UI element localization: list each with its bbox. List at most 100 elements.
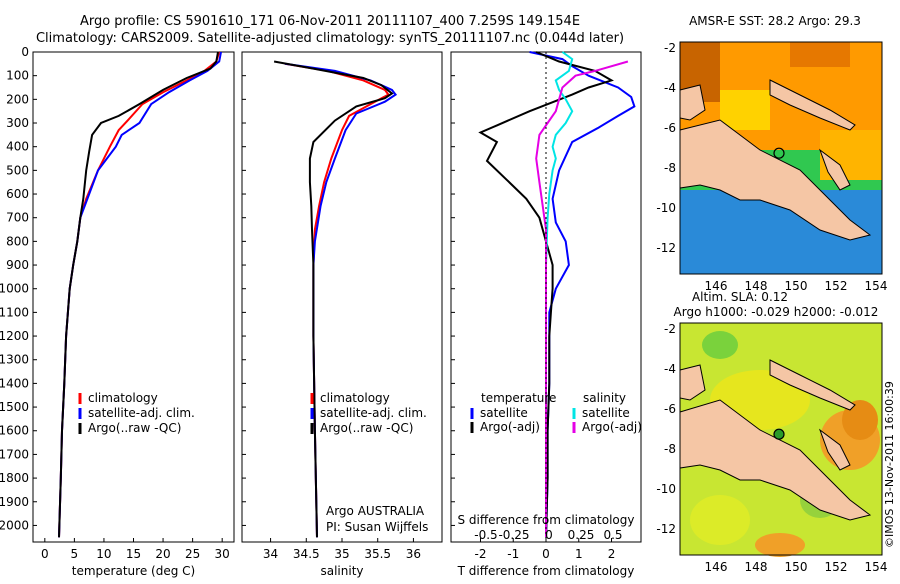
s-tick-label: 0.25	[568, 528, 595, 542]
map-y-tick-label: -2	[664, 322, 676, 336]
map-y-tick-label: -12	[656, 241, 676, 255]
y-tick-label: 1700	[0, 447, 29, 461]
x-tick-label: 0	[542, 547, 550, 561]
y-tick-label: 700	[6, 211, 29, 225]
y-tick-label: 900	[6, 258, 29, 272]
map-x-tick-label: 150	[785, 279, 808, 293]
legend-label: satellite	[582, 406, 630, 420]
y-tick-label: 0	[21, 45, 29, 59]
sla-map-title: Altim. SLA: 0.12	[692, 290, 788, 304]
y-tick-label: 1100	[0, 305, 29, 319]
y-tick-label: 1000	[0, 282, 29, 296]
map-y-tick-label: -10	[656, 482, 676, 496]
y-tick-label: 1900	[0, 495, 29, 509]
legend-label: Argo(-adj)	[582, 420, 642, 434]
y-tick-label: 300	[6, 116, 29, 130]
x-tick-label: 25	[185, 547, 200, 561]
institution-label: Argo AUSTRALIA	[326, 504, 425, 518]
y-tick-label: 1600	[0, 424, 29, 438]
map-y-tick-label: -6	[664, 402, 676, 416]
sla-map	[679, 323, 882, 557]
legend-header-salinity: salinity	[583, 391, 626, 405]
series-line	[478, 51, 614, 538]
sst-map	[679, 42, 882, 274]
argo-location-marker	[773, 428, 785, 440]
map-frame	[679, 41, 883, 275]
x-tick-label: 2	[608, 547, 616, 561]
map-x-tick-label: 152	[825, 560, 848, 574]
sla-map-axes: 146 148 150 152 154 -2 -4 -6 -8 -10 -12 Altim. SLA:…	[656, 290, 887, 574]
map-y-tick-label: -10	[656, 201, 676, 215]
copyright-text: ©IMOS 13-Nov-2011 16:00:39	[883, 381, 896, 548]
legend-label: climatology	[88, 391, 158, 405]
y-tick-label: 600	[6, 187, 29, 201]
legend-label: satellite	[480, 406, 528, 420]
map-x-tick-label: 150	[785, 560, 808, 574]
s-tick-label: -0.25	[498, 528, 529, 542]
sst-map-title: AMSR-E SST: 28.2 Argo: 29.3	[689, 14, 861, 28]
map-x-tick-label: 152	[825, 279, 848, 293]
series-line	[284, 62, 390, 538]
legend-label: satellite-adj. clim.	[88, 406, 195, 420]
y-tick-label: 1800	[0, 471, 29, 485]
map-y-tick-label: -6	[664, 121, 676, 135]
x-tick-label: -1	[507, 547, 519, 561]
legend-label: satellite-adj. clim.	[320, 406, 427, 420]
map-y-tick-label: -8	[664, 442, 676, 456]
x-axis-label: T difference from climatology	[457, 564, 635, 578]
y-tick-label: 200	[6, 92, 29, 106]
x-tick-label: 20	[155, 547, 170, 561]
x-tick-label: 35	[334, 547, 349, 561]
y-tick-label: 1300	[0, 353, 29, 367]
series-line	[58, 51, 219, 538]
map-x-tick-label: 148	[745, 279, 768, 293]
x-tick-label: 15	[126, 547, 141, 561]
x-tick-label: 1	[575, 547, 583, 561]
map-frame	[679, 322, 883, 556]
x-axis-label: salinity	[320, 564, 363, 578]
legend-header-temperature: temperature	[481, 391, 556, 405]
map-y-tick-label: -8	[664, 161, 676, 175]
x-tick-label: 10	[96, 547, 111, 561]
legend-label: Argo(..raw -QC)	[320, 421, 413, 435]
series-line	[58, 51, 221, 538]
x-tick-label: 35.5	[364, 547, 391, 561]
x-tick-label: -2	[474, 547, 486, 561]
y-tick-label: 100	[6, 69, 29, 83]
legend-label: Argo(..raw -QC)	[88, 421, 181, 435]
argo-location-marker	[773, 147, 785, 159]
s-tick-label: 0.5	[603, 528, 622, 542]
temperature-frame	[32, 51, 235, 543]
y-tick-label: 2000	[0, 518, 29, 532]
s-tick-label: -0.5	[474, 528, 497, 542]
legend-label: climatology	[320, 391, 390, 405]
s-tick-label: 0	[545, 528, 553, 542]
x-tick-label: 5	[71, 547, 79, 561]
sst-map-axes: 146 148 150 152 154 -2 -4 -6 -8 -10 -12 AMSR-E SST:…	[656, 14, 887, 293]
sla-map-subtitle: Argo h1000: -0.029 h2000: -0.012	[674, 305, 879, 319]
series-line	[535, 60, 629, 538]
x-axis-label: temperature (deg C)	[72, 564, 195, 578]
map-y-tick-label: -4	[664, 81, 676, 95]
temperature-panel: 0 5 10 15 20 25 300100200300400500600700800900…	[0, 45, 235, 578]
map-y-tick-label: -12	[656, 522, 676, 536]
map-x-tick-label: 154	[865, 279, 888, 293]
map-x-tick-label: 154	[865, 560, 888, 574]
y-tick-label: 1500	[0, 400, 29, 414]
salinity-frame	[241, 51, 443, 543]
y-tick-label: 1200	[0, 329, 29, 343]
series-line	[545, 51, 574, 538]
map-x-tick-label: 146	[705, 279, 728, 293]
x-tick-label: 34	[263, 547, 278, 561]
x-axis-label-top: S difference from climatology	[458, 513, 635, 527]
map-y-tick-label: -2	[664, 41, 676, 55]
y-tick-label: 800	[6, 234, 29, 248]
series-line	[58, 51, 222, 538]
y-tick-label: 1400	[0, 376, 29, 390]
x-tick-label: 30	[215, 547, 230, 561]
x-tick-label: 34.5	[293, 547, 320, 561]
difference-panel: -2 -1 0 1 2 T difference from climatology S di…	[450, 51, 642, 578]
x-tick-label: 0	[41, 547, 49, 561]
